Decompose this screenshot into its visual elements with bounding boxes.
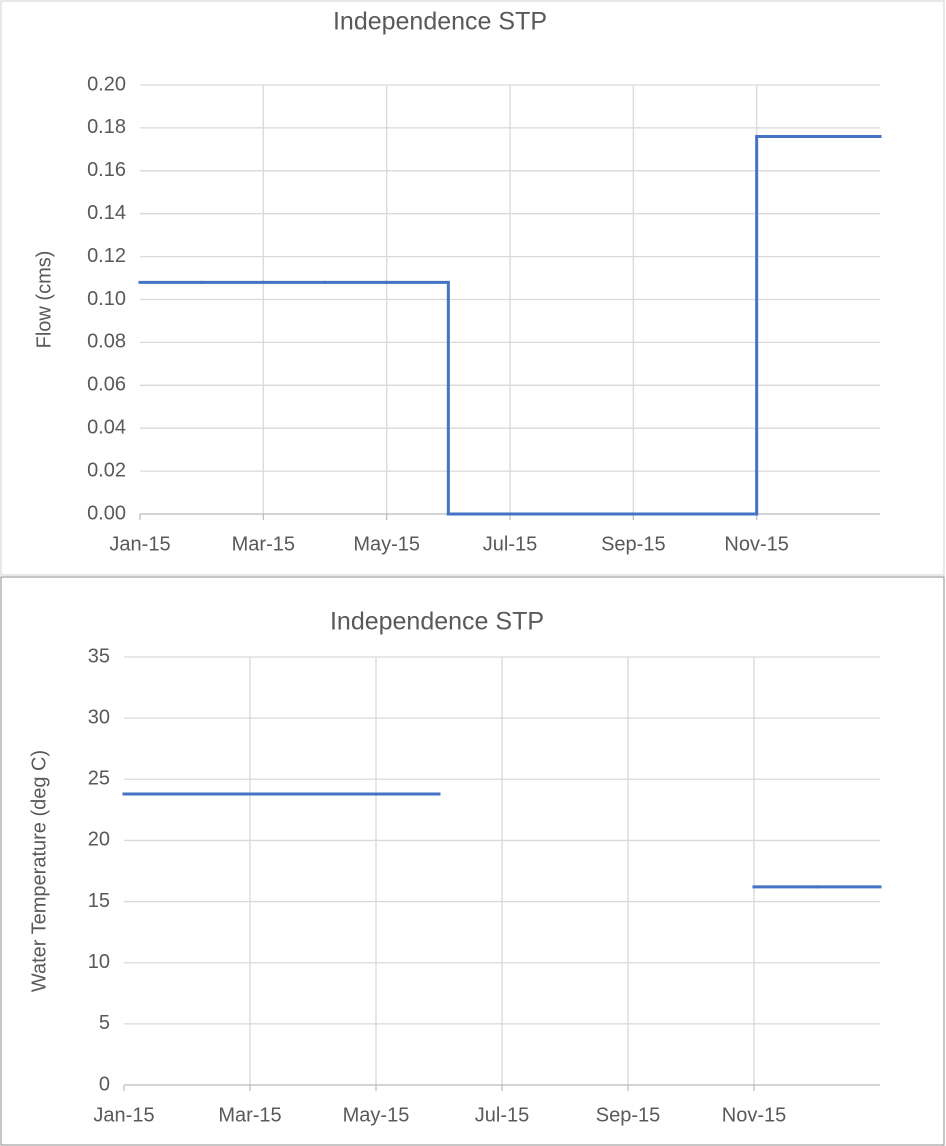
chart-title: Independence STP	[330, 608, 544, 636]
x-tick-label: Nov-15	[722, 1104, 786, 1126]
y-tick-label: 20	[88, 829, 110, 851]
y-axis-label: Flow (cms)	[33, 251, 55, 349]
x-tick-label: Jan-15	[93, 1104, 154, 1126]
chart-frame	[0, 0, 945, 576]
y-tick-label: 0.14	[87, 202, 126, 224]
y-tick-label: 0.00	[87, 502, 126, 524]
y-tick-label: 0.10	[87, 288, 126, 310]
x-tick-label: Mar-15	[218, 1104, 281, 1126]
y-tick-label: 25	[88, 768, 110, 790]
y-tick-label: 0.16	[87, 159, 126, 181]
y-tick-label: 5	[99, 1012, 110, 1034]
chart-title: Independence STP	[333, 8, 547, 36]
y-tick-label: 0.20	[87, 73, 126, 95]
y-tick-label: 10	[88, 951, 110, 973]
x-tick-label: Mar-15	[232, 533, 295, 555]
y-tick-label: 0.04	[87, 416, 126, 438]
chart-frame	[0, 576, 945, 1146]
y-tick-label: 0.08	[87, 331, 126, 353]
x-tick-label: May-15	[353, 533, 420, 555]
y-tick-label: 0	[99, 1073, 110, 1095]
y-tick-label: 0.18	[87, 116, 126, 138]
y-tick-label: 0.12	[87, 245, 126, 267]
x-tick-label: Jul-15	[483, 533, 537, 555]
x-tick-label: Jan-15	[109, 533, 170, 555]
x-tick-label: Jul-15	[475, 1104, 529, 1126]
y-tick-label: 35	[88, 645, 110, 667]
y-tick-label: 0.02	[87, 459, 126, 481]
y-axis-label: Water Temperature (deg C)	[28, 750, 50, 992]
x-tick-label: Nov-15	[724, 533, 788, 555]
y-tick-label: 15	[88, 890, 110, 912]
x-tick-label: May-15	[343, 1104, 410, 1126]
y-tick-label: 30	[88, 706, 110, 728]
y-tick-label: 0.06	[87, 374, 126, 396]
x-tick-label: Sep-15	[596, 1104, 661, 1126]
x-tick-label: Sep-15	[601, 533, 666, 555]
